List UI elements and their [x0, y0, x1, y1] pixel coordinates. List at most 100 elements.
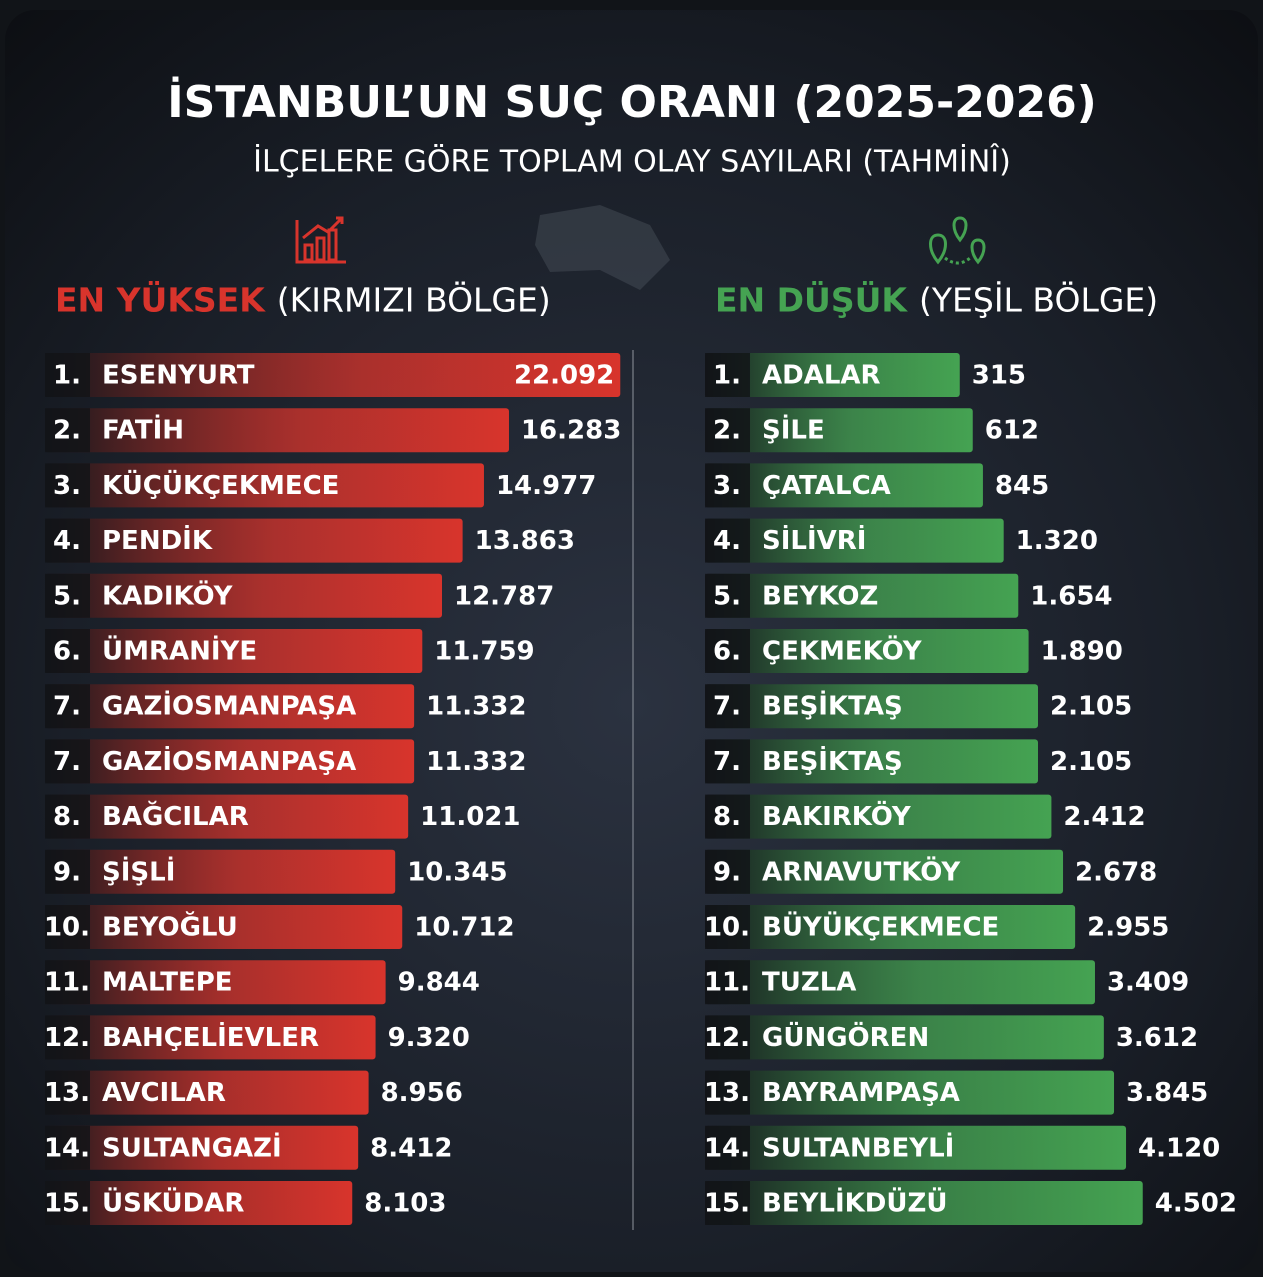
rank-box [45, 684, 90, 729]
rank-label: 15. [44, 1189, 90, 1219]
bar [705, 463, 983, 508]
bar [705, 1015, 1104, 1060]
bar [45, 518, 463, 563]
chart-title: EN YÜKSEK [55, 280, 266, 320]
bar [45, 1125, 359, 1170]
category-label: SİLİVRİ [762, 524, 866, 556]
rank-box [705, 1015, 750, 1060]
value-label: 10.712 [414, 913, 514, 943]
rank-box [45, 1125, 90, 1170]
rank-box [45, 849, 90, 894]
rank-label: 5. [53, 581, 81, 611]
value-label: 1.320 [1016, 526, 1098, 556]
category-label: ÇATALCA [762, 471, 891, 501]
bar [705, 1125, 1127, 1170]
rank-label: 2. [53, 416, 81, 446]
category-label: ŞİLE [762, 414, 825, 446]
category-label: GÜNGÖREN [762, 1020, 929, 1053]
rank-box [45, 353, 90, 397]
value-label: 1.654 [1030, 581, 1112, 611]
bar [45, 408, 509, 453]
chart-subtitle: (YEŞİL BÖLGE) [919, 280, 1158, 320]
rank-box [45, 573, 90, 618]
category-label: BAKIRKÖY [762, 799, 912, 832]
category-label: ÜSKÜDAR [102, 1186, 244, 1219]
rank-box [45, 1181, 90, 1225]
rank-box [45, 408, 90, 453]
value-label: 3.845 [1126, 1078, 1208, 1108]
rank-label: 14. [704, 1133, 750, 1163]
value-label: 2.678 [1075, 857, 1157, 887]
value-label: 11.021 [420, 802, 520, 832]
bar [45, 1070, 369, 1115]
rank-label: 7. [713, 747, 741, 777]
rank-box [705, 684, 750, 729]
bar [45, 739, 415, 784]
background [5, 10, 1258, 1272]
rank-box [705, 1125, 750, 1170]
value-label: 8.956 [381, 1078, 463, 1108]
subtitle: İLÇELERE GÖRE TOPLAM OLAY SAYILARI (TAHM… [253, 144, 1011, 180]
bar [45, 960, 386, 1005]
rank-box [45, 739, 90, 784]
value-label: 2.412 [1063, 802, 1145, 832]
value-label: 10.345 [407, 857, 507, 887]
bar [45, 1015, 376, 1060]
rank-label: 10. [704, 913, 750, 943]
value-label: 2.105 [1050, 747, 1132, 777]
rank-label: 3. [713, 471, 741, 501]
rank-label: 1. [53, 361, 81, 391]
value-label: 12.787 [454, 581, 554, 611]
chart-icon [295, 216, 346, 264]
bar [705, 1181, 1143, 1225]
value-label: 2.105 [1050, 692, 1132, 722]
rank-box [705, 463, 750, 508]
chart-subtitle: (KIRMIZI BÖLGE) [277, 280, 551, 320]
category-label: BEYKOZ [762, 581, 878, 611]
bar [705, 573, 1019, 618]
value-label: 315 [972, 361, 1026, 391]
rank-label: 7. [53, 692, 81, 722]
value-label: 16.283 [521, 416, 621, 446]
rank-label: 9. [713, 857, 741, 887]
map-silhouette [535, 205, 670, 290]
bar [705, 684, 1038, 729]
rank-label: 6. [53, 637, 81, 667]
bar [705, 905, 1076, 949]
rank-box [45, 518, 90, 563]
bar [705, 794, 1052, 839]
value-label: 612 [985, 416, 1039, 446]
chart-title: EN DÜŞÜK [715, 280, 908, 320]
value-label: 9.844 [398, 968, 480, 998]
rank-label: 9. [53, 857, 81, 887]
value-label: 1.890 [1041, 637, 1123, 667]
bar [705, 739, 1038, 784]
rank-box [705, 629, 750, 673]
rank-box [705, 408, 750, 453]
bar [45, 905, 403, 949]
value-label: 11.332 [426, 747, 526, 777]
category-label: MALTEPE [102, 968, 233, 998]
pin-icon [929, 216, 986, 265]
rank-label: 2. [713, 416, 741, 446]
title: İSTANBUL’UN SUÇ ORANI (2025-2026) [167, 75, 1097, 128]
bar [705, 849, 1064, 894]
rank-label: 4. [53, 526, 81, 556]
value-label: 3.409 [1107, 968, 1189, 998]
category-label: TUZLA [762, 968, 856, 998]
category-label: KADIKÖY [102, 578, 234, 611]
rank-box [705, 573, 750, 618]
bar [705, 960, 1095, 1005]
value-label: 11.332 [426, 692, 526, 722]
bar [705, 518, 1004, 563]
rank-box [705, 905, 750, 949]
rank-label: 12. [704, 1023, 750, 1053]
rank-label: 14. [44, 1133, 90, 1163]
value-label: 2.955 [1087, 913, 1169, 943]
rank-box [45, 629, 90, 673]
value-label: 9.320 [388, 1023, 470, 1053]
rank-box [45, 794, 90, 839]
rank-label: 4. [713, 526, 741, 556]
value-label: 8.103 [364, 1189, 446, 1219]
category-label: AVCILAR [102, 1078, 226, 1108]
